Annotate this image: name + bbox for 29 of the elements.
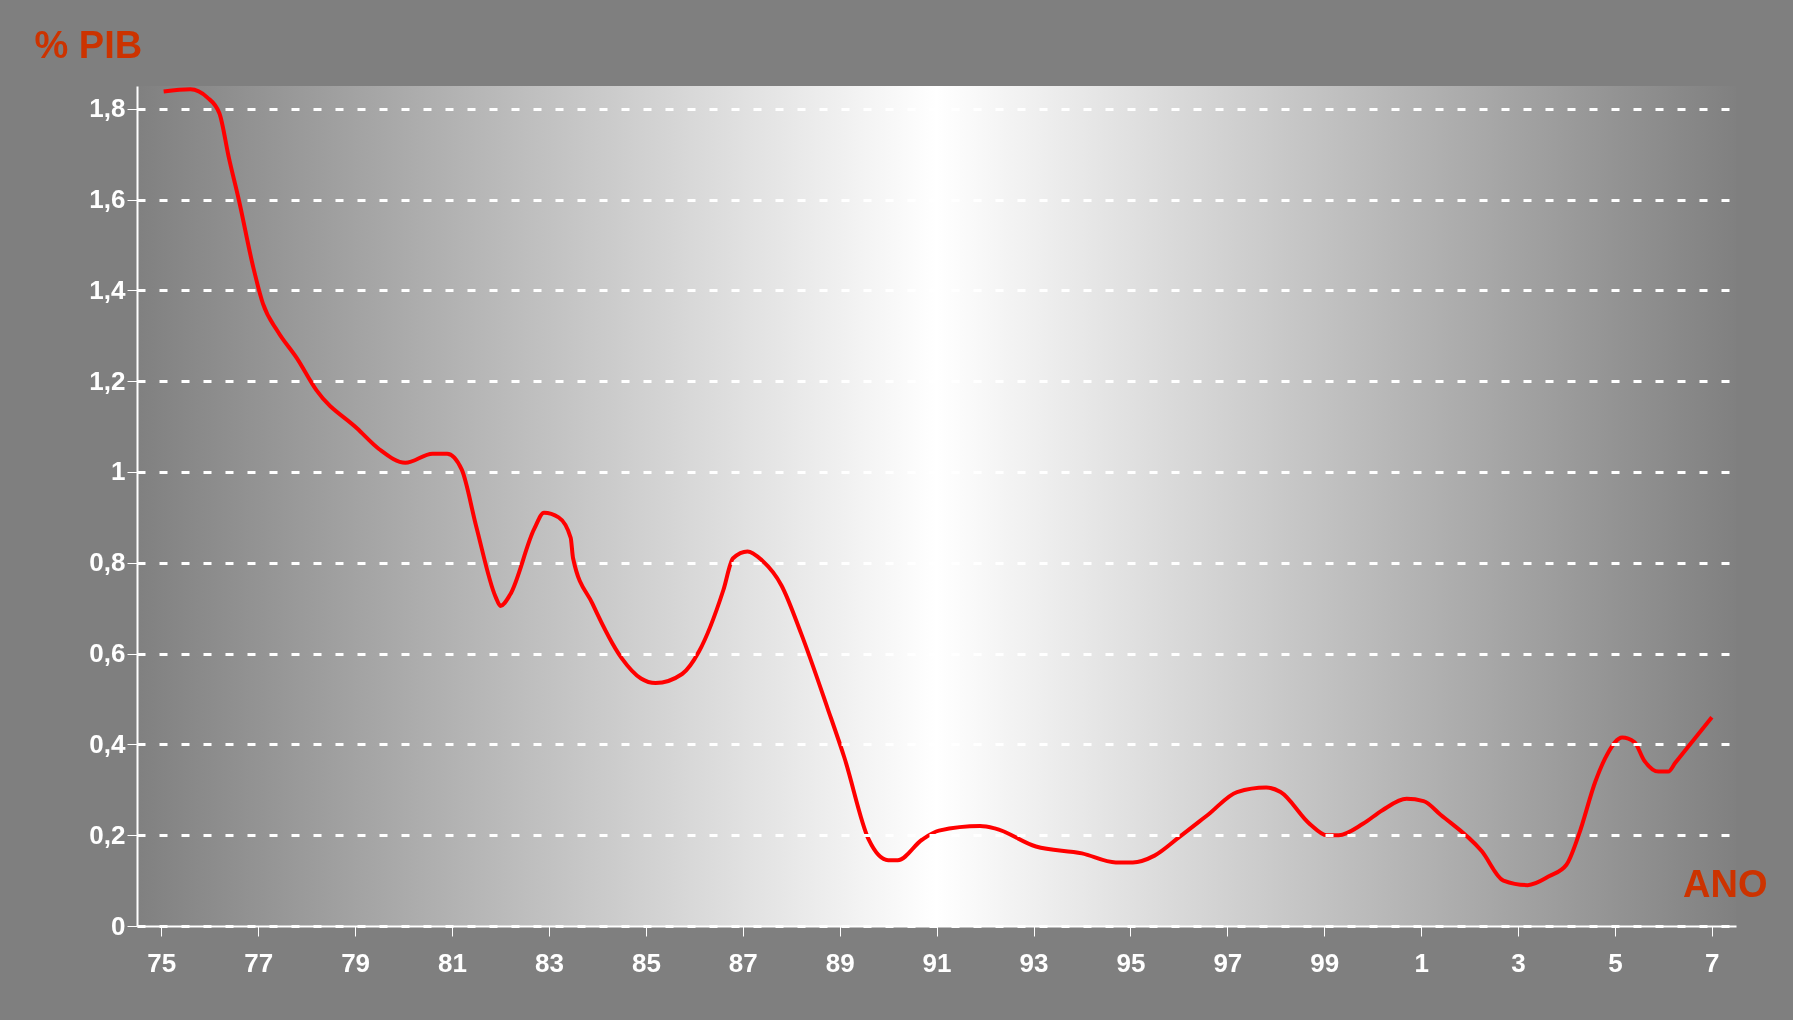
x-tick-label: 77	[244, 947, 274, 978]
x-tick-label: 75	[147, 947, 177, 978]
x-tick-label: 87	[728, 947, 758, 978]
x-tick-label: 89	[825, 947, 855, 978]
x-tick-label: 85	[631, 947, 661, 978]
y-tick-label: 1,2	[89, 365, 126, 396]
x-tick-label: 79	[341, 947, 371, 978]
x-tick-label: 97	[1213, 947, 1243, 978]
y-tick-label: 1,6	[89, 184, 126, 215]
y-tick-label: 1,4	[89, 274, 127, 305]
x-tick-label: 81	[438, 947, 468, 978]
y-tick-label: 0,2	[89, 819, 126, 850]
y-axis-title: % PIB	[34, 23, 143, 66]
x-tick-label: 7	[1705, 947, 1720, 978]
y-tick-label: 1,8	[89, 93, 126, 124]
y-tick-label: 1	[111, 456, 126, 487]
y-tick-label: 0,4	[89, 728, 127, 759]
y-tick-label: 0	[111, 910, 126, 941]
x-tick-label: 5	[1608, 947, 1623, 978]
x-tick-label: 99	[1310, 947, 1340, 978]
x-tick-label: 93	[1019, 947, 1049, 978]
x-tick-label: 3	[1511, 947, 1526, 978]
x-tick-label: 83	[534, 947, 564, 978]
x-tick-label: 1	[1414, 947, 1429, 978]
x-tick-label: 95	[1116, 947, 1146, 978]
x-tick-label: 91	[922, 947, 952, 978]
y-tick-label: 0,6	[89, 638, 126, 669]
y-tick-label: 0,8	[89, 547, 126, 578]
x-axis-title: ANO	[1683, 862, 1768, 905]
